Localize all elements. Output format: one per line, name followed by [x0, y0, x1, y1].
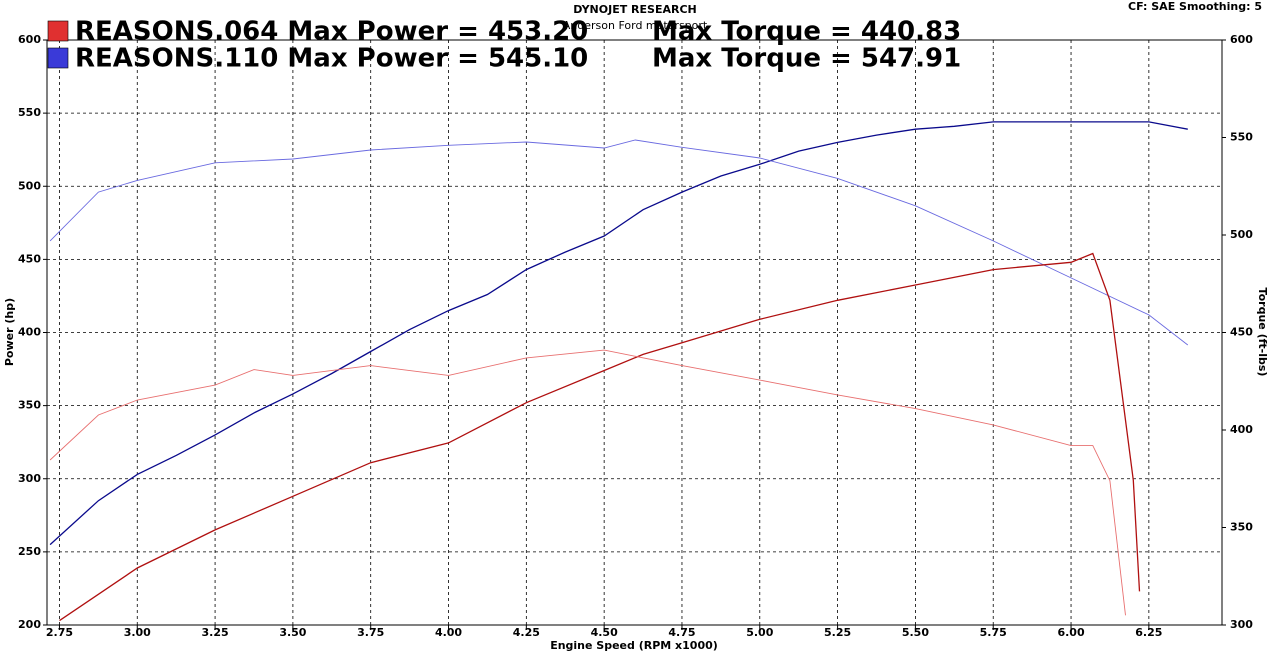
series-line	[49, 139, 1189, 346]
y2-tick-label: 300	[1230, 618, 1253, 631]
y2-tick-label: 450	[1230, 326, 1253, 339]
x-tick-label: 3.00	[124, 626, 151, 639]
y-tick-label: 250	[18, 545, 41, 558]
x-tick-label: 5.75	[980, 626, 1007, 639]
x-tick-label: 6.25	[1135, 626, 1162, 639]
x-tick-label: 3.75	[357, 626, 384, 639]
corner-note: CF: SAE Smoothing: 5	[1128, 0, 1262, 13]
series-line	[59, 252, 1141, 622]
y2-tick-label: 500	[1230, 228, 1253, 241]
y2-tick-label: 350	[1230, 521, 1253, 534]
x-tick-label: 4.00	[435, 626, 462, 639]
x-axis-label: Engine Speed (RPM x1000)	[550, 639, 718, 652]
y-tick-label: 400	[18, 326, 41, 339]
series-line	[49, 121, 1188, 546]
legend-torque: Max Torque = 547.91	[652, 44, 961, 74]
x-tick-label: 5.50	[902, 626, 929, 639]
x-tick-label: 4.50	[591, 626, 618, 639]
legend-swatch	[47, 20, 69, 42]
legend-label: REASONS.110 Max Power = 545.10	[75, 44, 588, 74]
plot-frame	[46, 39, 1223, 626]
x-tick-label: 2.75	[46, 626, 73, 639]
y-tick-label: 550	[18, 106, 41, 119]
y-tick-label: 500	[18, 179, 41, 192]
y-axis-label: Power (hp)	[3, 298, 16, 366]
series-line	[49, 349, 1126, 616]
x-tick-label: 3.50	[279, 626, 306, 639]
x-tick-label: 6.00	[1057, 626, 1084, 639]
y-tick-label: 600	[18, 33, 41, 46]
y-tick-label: 300	[18, 472, 41, 485]
x-tick-label: 4.25	[513, 626, 540, 639]
y2-tick-label: 400	[1230, 423, 1253, 436]
y2-axis-label: Torque (ft-lbs)	[1256, 288, 1269, 377]
chart-title: DYNOJET RESEARCH	[573, 3, 696, 16]
x-tick-label: 4.75	[668, 626, 695, 639]
chart-subtitle: Anderson Ford motorsport	[563, 19, 708, 32]
x-tick-label: 5.25	[824, 626, 851, 639]
y2-tick-label: 600	[1230, 33, 1253, 46]
legend-swatch	[47, 47, 69, 69]
x-tick-label: 3.25	[202, 626, 229, 639]
y-tick-label: 350	[18, 399, 41, 412]
legend-label: REASONS.064 Max Power = 453.20	[75, 17, 588, 47]
legend-torque: Max Torque = 440.83	[652, 17, 961, 47]
y-tick-label: 200	[18, 618, 41, 631]
y-tick-label: 450	[18, 252, 41, 265]
y2-tick-label: 550	[1230, 131, 1253, 144]
x-tick-label: 5.00	[746, 626, 773, 639]
